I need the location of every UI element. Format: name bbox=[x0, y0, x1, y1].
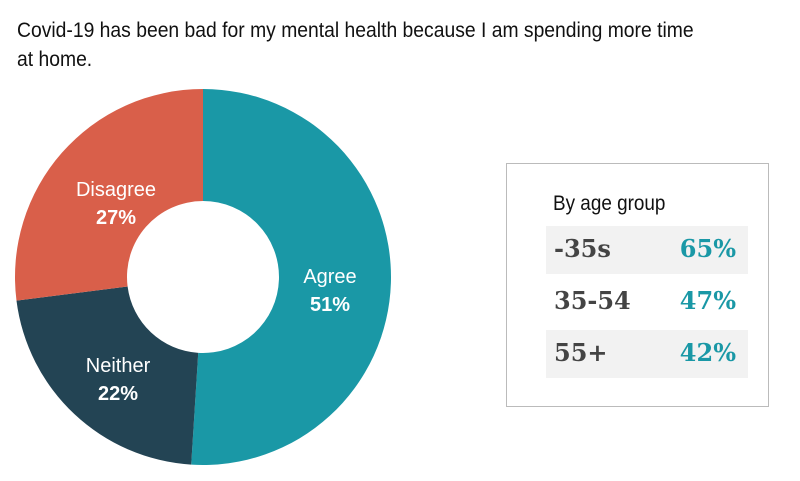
slice-category-label: Disagree bbox=[76, 179, 156, 201]
age-group-box: By age group -35s 65% 35-54 47% 55+ 42% bbox=[506, 163, 769, 407]
age-label: 35-54 bbox=[554, 286, 631, 315]
donut-slice-disagree bbox=[14, 89, 203, 301]
age-value: 65% bbox=[679, 234, 736, 263]
donut-slice-neither bbox=[16, 286, 199, 465]
slice-value-label: 51% bbox=[310, 294, 350, 316]
chart-title: Covid-19 has been bad for my mental heal… bbox=[17, 19, 694, 71]
age-label: -35s bbox=[554, 234, 611, 263]
slice-value-label: 27% bbox=[96, 207, 136, 229]
age-row: 55+ 42% bbox=[546, 330, 748, 378]
age-label: 55+ bbox=[554, 338, 608, 367]
slice-category-label: Agree bbox=[303, 266, 356, 288]
age-row: -35s 65% bbox=[546, 226, 748, 274]
slice-value-label: 22% bbox=[98, 383, 138, 405]
donut-slice-agree bbox=[191, 89, 391, 465]
age-value: 47% bbox=[679, 286, 736, 315]
age-box-title: By age group bbox=[553, 192, 666, 215]
age-row: 35-54 47% bbox=[546, 278, 748, 326]
donut-chart: Agree 51% Neither 22% Disagree 27% bbox=[14, 89, 391, 465]
age-value: 42% bbox=[679, 338, 736, 367]
slice-category-label: Neither bbox=[86, 355, 151, 377]
